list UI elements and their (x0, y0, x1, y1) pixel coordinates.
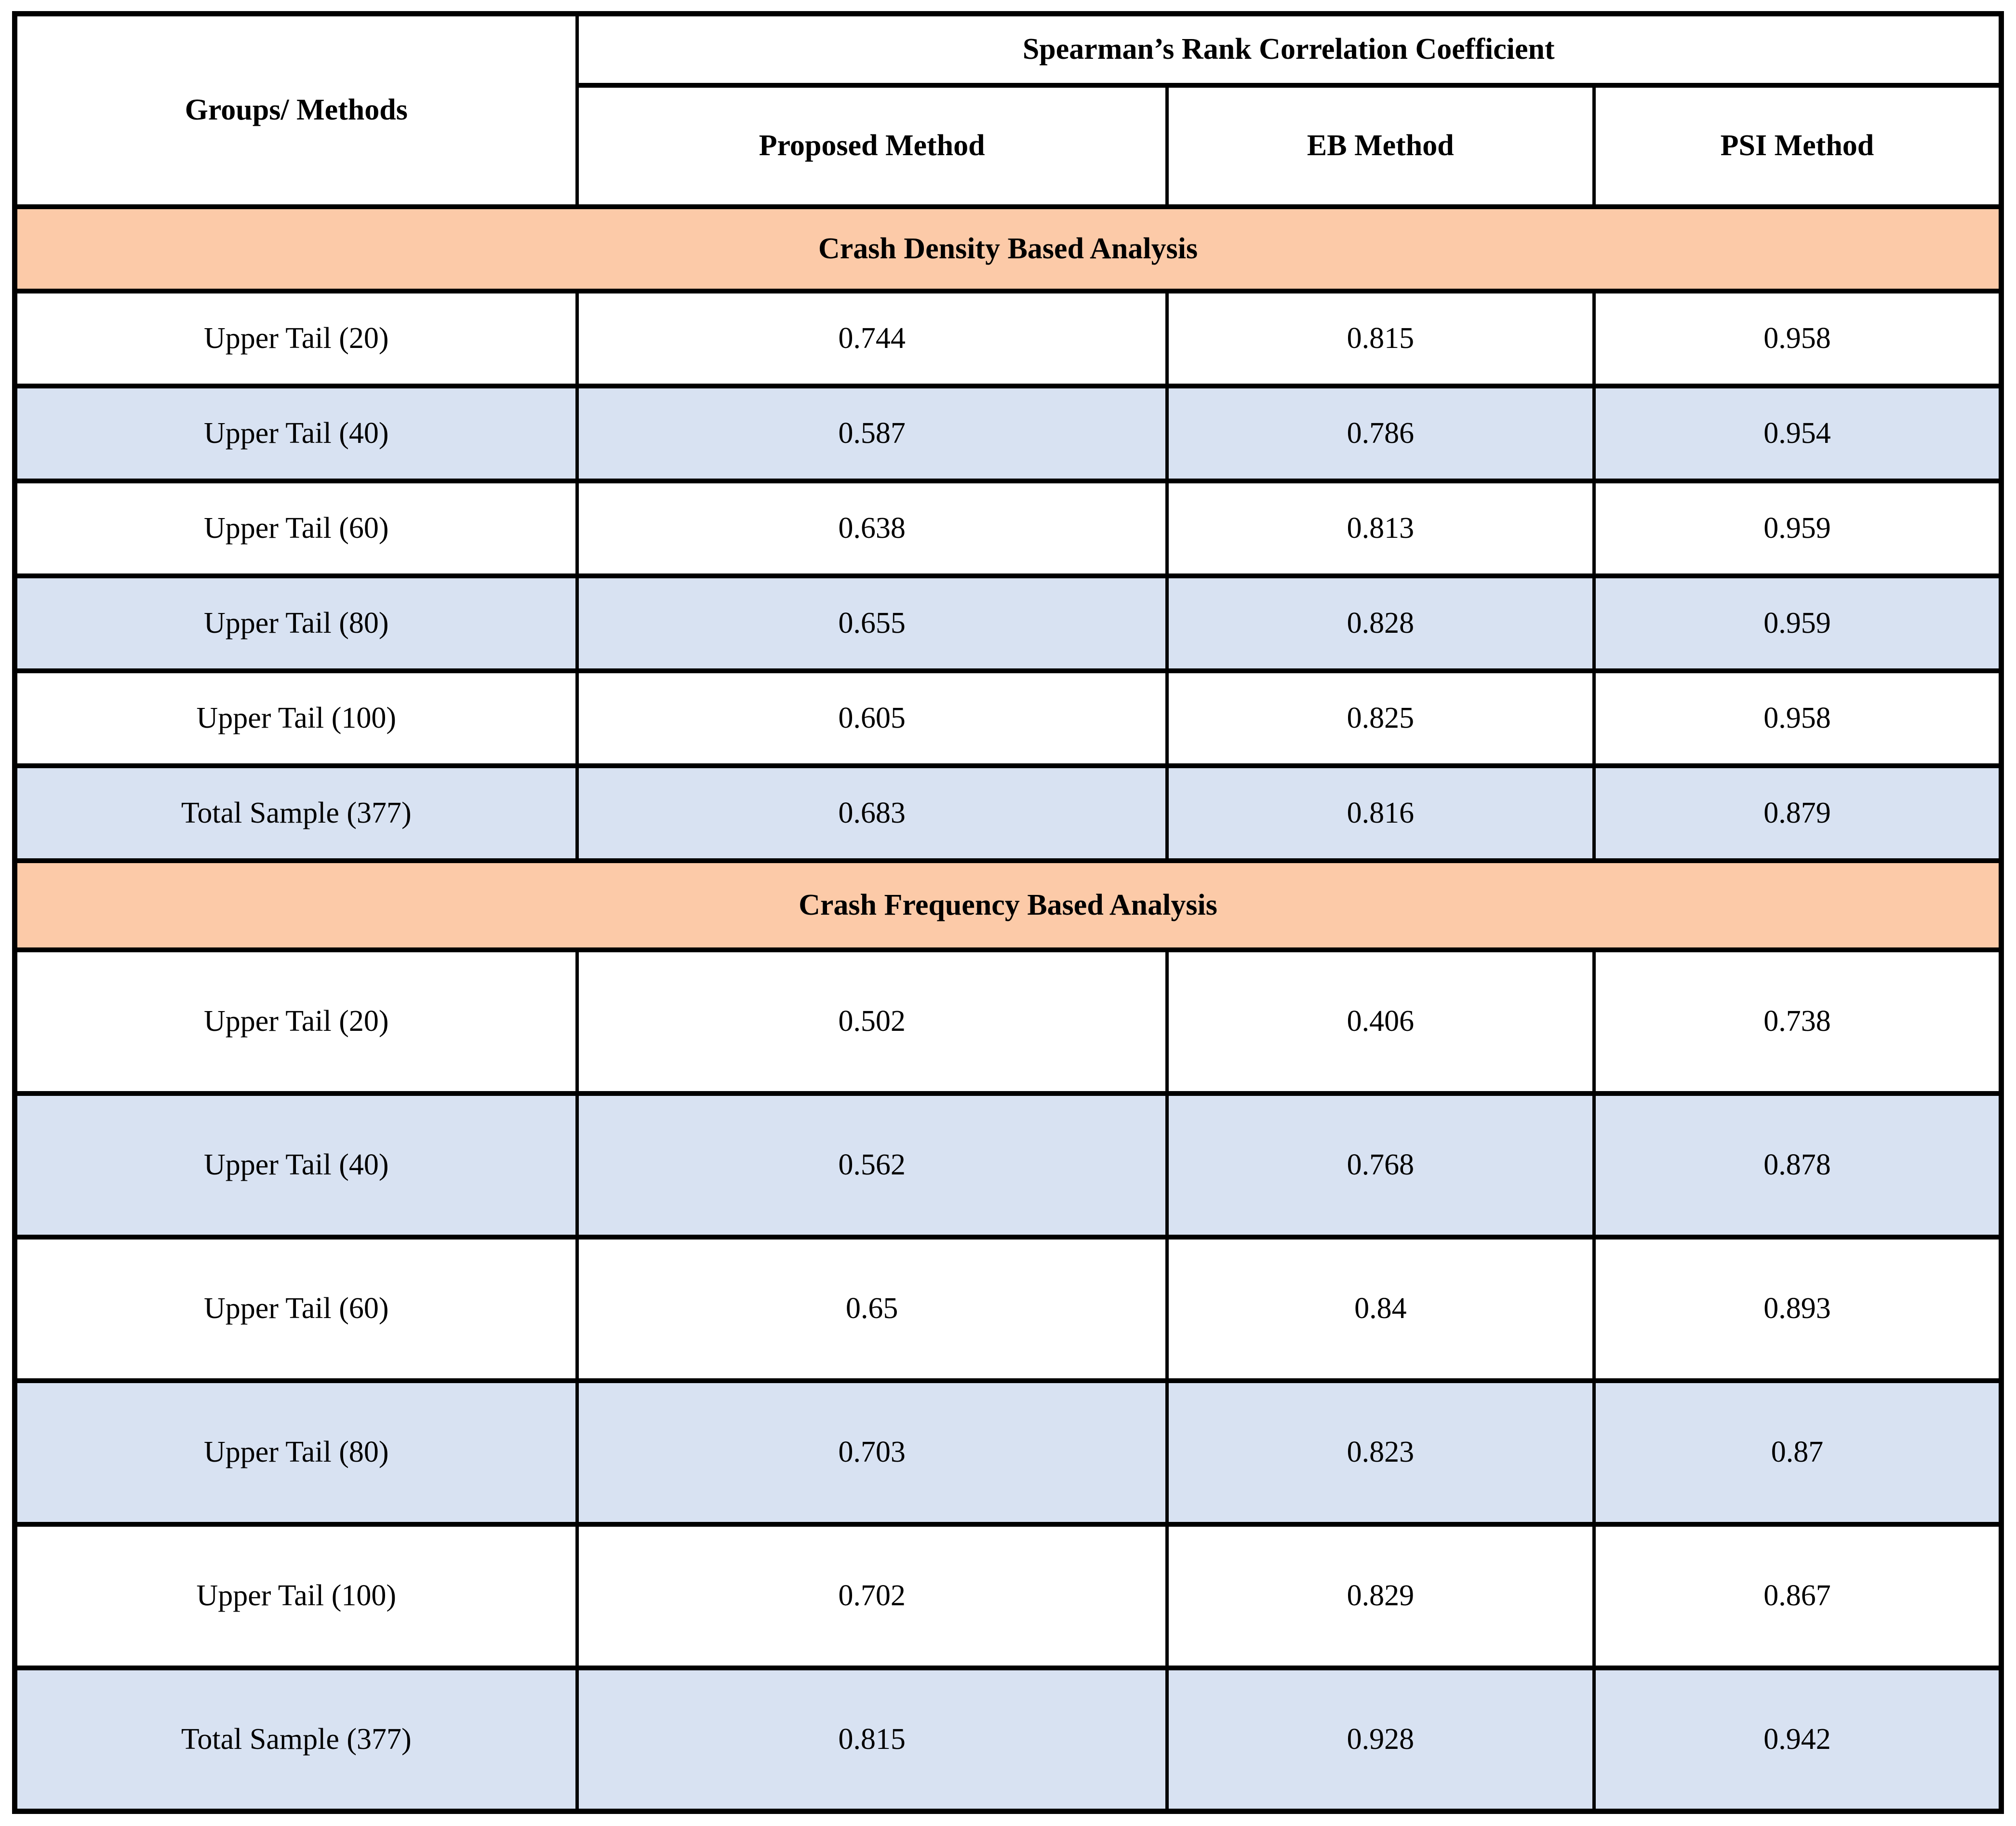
header-psi-method: PSI Method (1592, 82, 2003, 209)
row-label: Upper Tail (20) (13, 288, 579, 388)
value-eb: 0.813 (1165, 478, 1596, 578)
table-row: Upper Tail (100) 0.605 0.825 0.958 (13, 668, 2003, 768)
value-eb: 0.823 (1165, 1378, 1596, 1527)
table-row: Upper Tail (80) 0.655 0.828 0.959 (13, 573, 2003, 673)
section-row-crash-frequency: Crash Frequency Based Analysis (13, 858, 2003, 952)
value-proposed: 0.502 (575, 947, 1169, 1096)
value-psi: 0.878 (1592, 1091, 2003, 1240)
header-groups-methods: Groups/ Methods (13, 11, 579, 209)
value-proposed: 0.605 (575, 668, 1169, 768)
value-psi: 0.958 (1592, 288, 2003, 388)
header-proposed-method: Proposed Method (575, 82, 1169, 209)
value-proposed: 0.815 (575, 1665, 1169, 1814)
value-psi: 0.959 (1592, 478, 2003, 578)
table-row: Total Sample (377) 0.815 0.928 0.942 (13, 1665, 2003, 1814)
table-row: Upper Tail (100) 0.702 0.829 0.867 (13, 1521, 2003, 1670)
value-eb: 0.829 (1165, 1521, 1596, 1670)
table-row: Upper Tail (40) 0.562 0.768 0.878 (13, 1091, 2003, 1240)
value-proposed: 0.65 (575, 1234, 1169, 1383)
row-label: Upper Tail (40) (13, 1091, 579, 1240)
header-row-methods: Proposed Method EB Method PSI Method (15, 82, 2003, 209)
value-proposed: 0.655 (575, 573, 1169, 673)
header-row-top: Groups/ Methods Spearman’s Rank Correlat… (13, 11, 2003, 209)
value-eb: 0.84 (1165, 1234, 1596, 1383)
row-label: Upper Tail (20) (13, 947, 579, 1096)
value-psi: 0.954 (1592, 383, 2003, 483)
value-psi: 0.942 (1592, 1665, 2003, 1814)
row-label: Upper Tail (100) (13, 668, 579, 768)
table-row: Upper Tail (20) 0.502 0.406 0.738 (13, 947, 2003, 1096)
spearman-correlation-table: Groups/ Methods Spearman’s Rank Correlat… (12, 11, 2004, 1814)
row-label: Upper Tail (60) (13, 1234, 579, 1383)
table-row: Upper Tail (20) 0.744 0.815 0.958 (13, 288, 2003, 388)
results-table-container: Groups/ Methods Spearman’s Rank Correlat… (12, 11, 2004, 1814)
table-row: Upper Tail (40) 0.587 0.786 0.954 (13, 383, 2003, 483)
value-eb: 0.825 (1165, 668, 1596, 768)
value-eb: 0.816 (1165, 763, 1596, 863)
value-proposed: 0.638 (575, 478, 1169, 578)
value-psi: 0.959 (1592, 573, 2003, 673)
table-row: Upper Tail (80) 0.703 0.823 0.87 (13, 1378, 2003, 1527)
value-eb: 0.406 (1165, 947, 1596, 1096)
value-eb: 0.815 (1165, 288, 1596, 388)
row-label: Upper Tail (60) (13, 478, 579, 578)
section-header-crash-frequency: Crash Frequency Based Analysis (13, 858, 2003, 952)
value-psi: 0.879 (1592, 763, 2003, 863)
row-label: Upper Tail (40) (13, 383, 579, 483)
value-psi: 0.958 (1592, 668, 2003, 768)
value-eb: 0.928 (1165, 1665, 1596, 1814)
header-spearman-title: Spearman’s Rank Correlation Coefficient (575, 11, 2003, 88)
header-eb-method: EB Method (1165, 82, 1596, 209)
value-psi: 0.87 (1592, 1378, 2003, 1527)
table-row: Total Sample (377) 0.683 0.816 0.879 (13, 763, 2003, 863)
table-row: Upper Tail (60) 0.65 0.84 0.893 (13, 1234, 2003, 1383)
section-row-crash-density: Crash Density Based Analysis (13, 204, 2003, 293)
value-proposed: 0.702 (575, 1521, 1169, 1670)
value-proposed: 0.744 (575, 288, 1169, 388)
row-label: Total Sample (377) (13, 763, 579, 863)
value-eb: 0.786 (1165, 383, 1596, 483)
value-proposed: 0.683 (575, 763, 1169, 863)
row-label: Upper Tail (80) (13, 573, 579, 673)
value-proposed: 0.587 (575, 383, 1169, 483)
table-row: Upper Tail (60) 0.638 0.813 0.959 (13, 478, 2003, 578)
value-eb: 0.828 (1165, 573, 1596, 673)
section-header-crash-density: Crash Density Based Analysis (13, 204, 2003, 293)
value-psi: 0.893 (1592, 1234, 2003, 1383)
row-label: Upper Tail (100) (13, 1521, 579, 1670)
value-eb: 0.768 (1165, 1091, 1596, 1240)
value-psi: 0.867 (1592, 1521, 2003, 1670)
value-psi: 0.738 (1592, 947, 2003, 1096)
row-label: Upper Tail (80) (13, 1378, 579, 1527)
row-label: Total Sample (377) (13, 1665, 579, 1814)
value-proposed: 0.703 (575, 1378, 1169, 1527)
value-proposed: 0.562 (575, 1091, 1169, 1240)
